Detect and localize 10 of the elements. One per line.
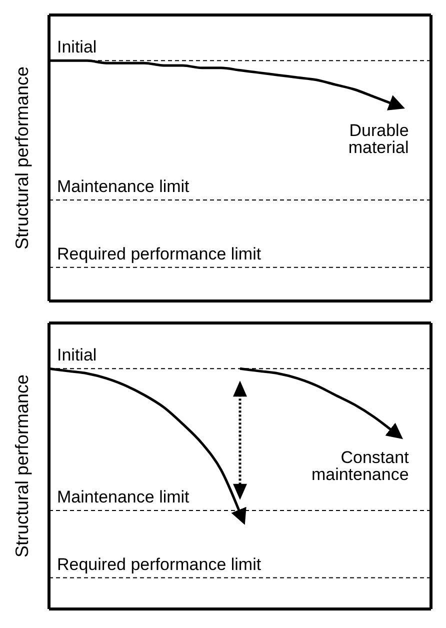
ref-line-label: Maintenance limit [57, 177, 190, 196]
ref-line-label: Required performance limit [57, 554, 262, 574]
y-axis-title: Structural performance [12, 374, 32, 558]
y-axis-title: Structural performance [12, 66, 32, 250]
ref-line-label: Initial [57, 38, 97, 57]
series-label: Constant maintenance [311, 448, 410, 484]
ref-line-label: Required performance limit [57, 244, 262, 264]
ref-line-label: Maintenance limit [57, 487, 190, 506]
series-label: Durable material [348, 120, 409, 157]
ref-line-label: Initial [57, 346, 97, 365]
